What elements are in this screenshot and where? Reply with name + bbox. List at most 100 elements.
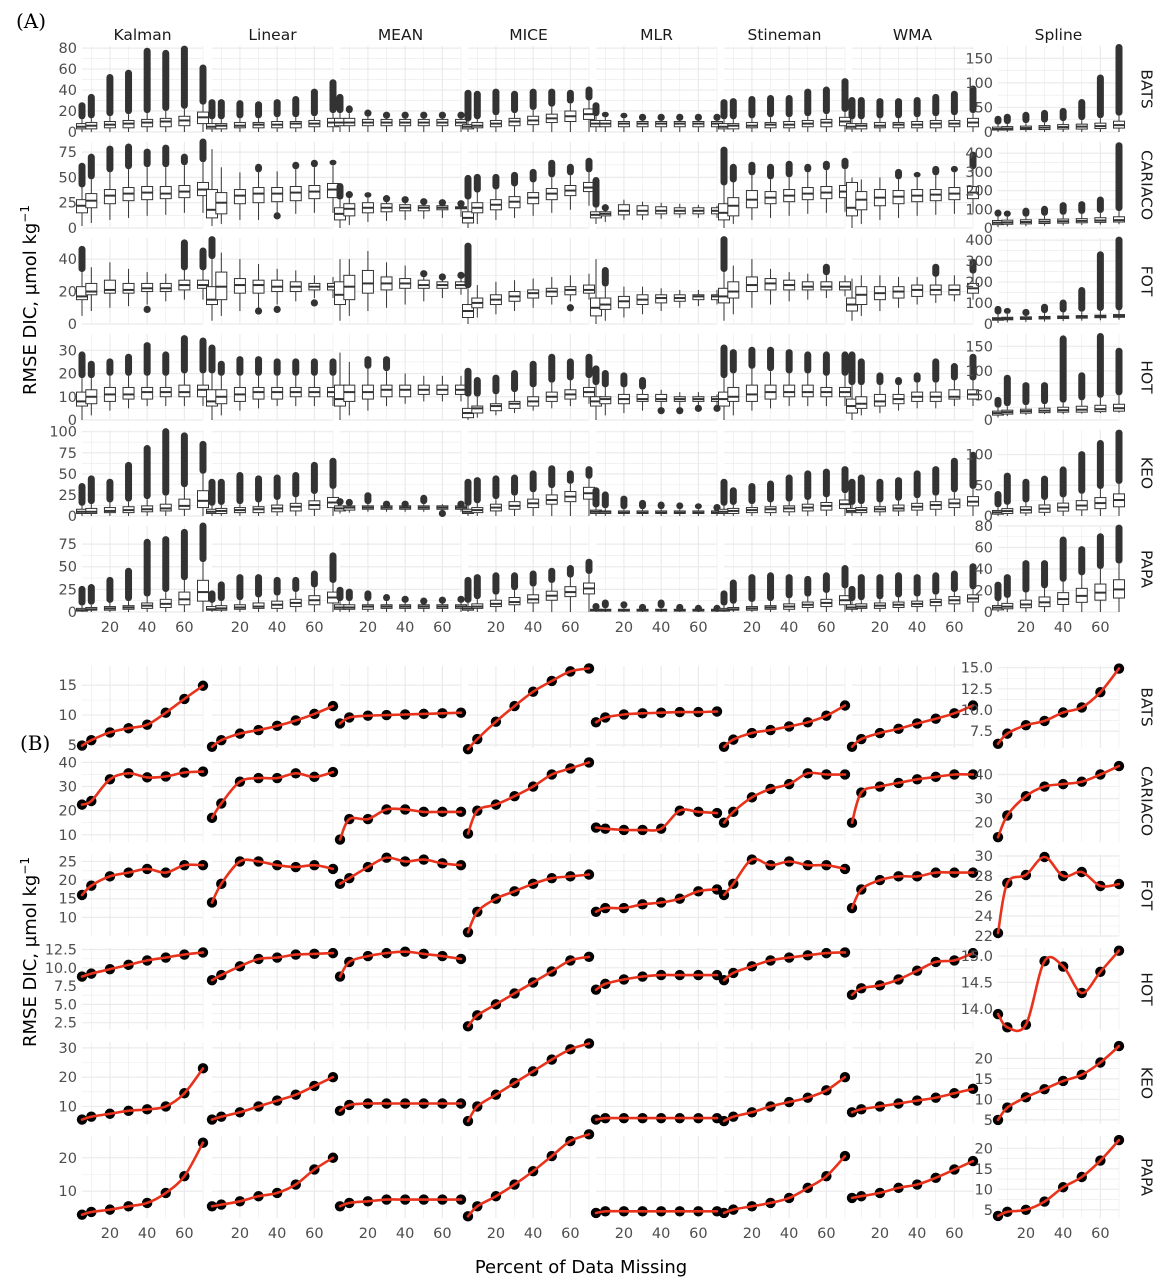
scatter-panel-keo-spline: 5 10 15 20	[975, 1040, 1125, 1129]
box-outliers	[106, 358, 114, 376]
scatter-panel-cariaco-wma	[846, 760, 979, 842]
box	[178, 335, 191, 407]
box-outliers	[529, 88, 537, 110]
box-outliers	[950, 363, 958, 381]
box-outliers	[87, 153, 95, 180]
box-outlier	[676, 407, 684, 415]
box-panel-papa-stineman: 20 40 60	[718, 526, 851, 636]
x-tick-label: 20	[487, 620, 505, 636]
box	[692, 604, 705, 612]
box-outliers	[895, 477, 903, 501]
box	[1113, 347, 1125, 413]
box-outlier	[420, 111, 428, 119]
box-outliers	[994, 305, 1002, 315]
box-outliers	[162, 428, 170, 496]
y-tick-label: 0	[68, 317, 77, 333]
panel-background	[724, 526, 845, 612]
x-tick-label: 20	[615, 620, 633, 636]
y-tick-label: 12.5	[45, 942, 77, 958]
box	[455, 500, 467, 512]
box	[308, 461, 321, 516]
box	[839, 78, 851, 132]
box	[471, 376, 484, 418]
box	[462, 576, 474, 612]
box	[380, 111, 393, 132]
panel-background	[596, 526, 717, 612]
fit-line	[996, 667, 1121, 746]
box	[289, 576, 302, 612]
box-outliers	[969, 258, 977, 274]
box-outliers	[785, 160, 793, 178]
box	[178, 528, 191, 612]
fit-line	[850, 871, 975, 910]
fit-line	[466, 1133, 591, 1218]
box-outliers	[473, 574, 481, 600]
x-tick-label: 40	[908, 1226, 926, 1242]
scatter-panel-fot-linear	[206, 854, 339, 936]
box	[929, 263, 942, 303]
x-tick-label: 40	[396, 1226, 414, 1242]
y-tick-label: 200	[965, 275, 993, 291]
box	[417, 111, 430, 132]
box	[820, 263, 833, 299]
box-outlier	[457, 271, 465, 279]
box	[233, 356, 246, 411]
box-outliers	[841, 157, 849, 170]
box-outliers	[841, 565, 849, 589]
box-outliers	[932, 466, 940, 496]
box-body	[289, 121, 302, 129]
x-tick-label: 40	[138, 620, 156, 636]
box	[673, 203, 686, 218]
box	[252, 574, 265, 612]
fit-line	[850, 773, 975, 824]
box	[692, 204, 705, 218]
box	[801, 163, 814, 214]
box	[764, 268, 777, 305]
box-panel-cariaco-mean	[334, 142, 467, 229]
x-tick-label: 20	[101, 620, 119, 636]
box-outliers	[720, 590, 728, 606]
box	[1075, 201, 1088, 226]
fit-line	[80, 1141, 205, 1216]
y-tick-label: 25	[59, 196, 77, 212]
box	[892, 98, 905, 132]
x-tick-label: 60	[561, 1226, 579, 1242]
box-outliers	[420, 494, 428, 505]
y-tick-label: 30	[975, 849, 993, 865]
box-panel-keo-stineman	[718, 430, 851, 517]
box	[564, 163, 577, 210]
box	[583, 86, 595, 132]
box	[911, 372, 924, 409]
box-outliers	[292, 358, 300, 376]
box	[948, 570, 961, 612]
y-tick-label: 100	[965, 448, 993, 464]
box	[343, 191, 356, 225]
y-tick-label: 5.0	[54, 997, 77, 1013]
box-outliers	[913, 97, 921, 118]
site-strip-cariaco: CARIACO	[1138, 150, 1156, 220]
box-outlier	[676, 113, 684, 121]
box	[1019, 308, 1032, 322]
box-outliers	[255, 475, 263, 503]
box-outliers	[106, 576, 114, 603]
box-body	[727, 197, 740, 217]
scatter-panel-cariaco-spline: 20 30 40	[975, 760, 1125, 843]
box-panel-papa-mice: 20 40 60	[462, 526, 595, 636]
box-outlier	[438, 273, 446, 281]
box-outliers	[841, 78, 849, 113]
box	[911, 276, 924, 305]
method-strip-mice: MICE	[509, 26, 548, 44]
fit-line	[338, 950, 463, 978]
y-tick-label: 7.5	[970, 724, 993, 740]
box-outliers	[345, 105, 353, 114]
box	[271, 268, 284, 313]
box	[289, 270, 302, 302]
box-panel-fot-kalman: 0 20 40	[59, 238, 209, 333]
box-outliers	[255, 163, 263, 173]
box	[159, 144, 172, 215]
box-outliers	[180, 153, 188, 166]
panel-background	[468, 1042, 589, 1124]
box	[599, 266, 612, 321]
box	[1038, 303, 1051, 322]
